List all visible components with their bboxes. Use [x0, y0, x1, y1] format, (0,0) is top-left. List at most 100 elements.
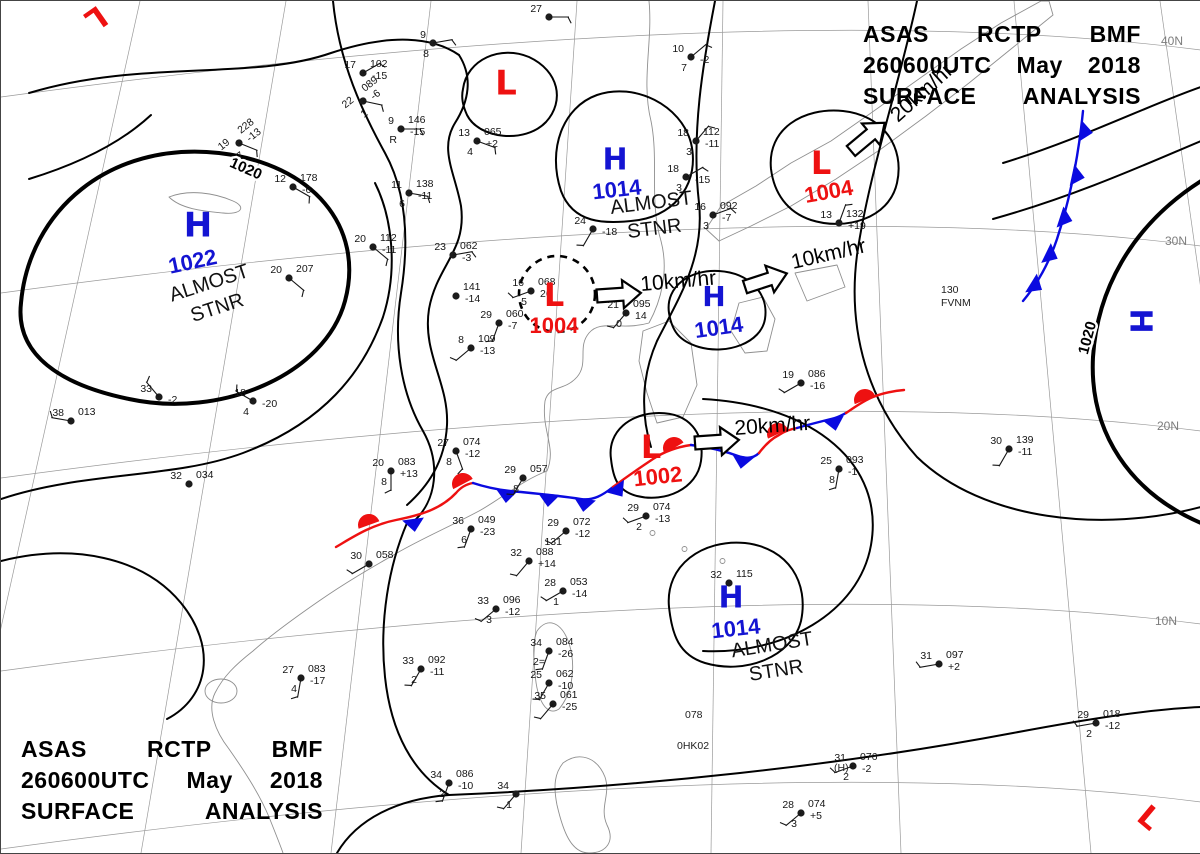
isobar-line [20, 152, 349, 404]
station-pressure-change: 14 [635, 310, 647, 322]
graticule-meridian [1, 1, 140, 853]
wind-barb-feather [845, 204, 852, 205]
station-pressure-change: -16 [810, 380, 825, 392]
map-misc-label: 078 [685, 709, 703, 721]
station-pressure: 092 [720, 200, 738, 212]
station-extra: 8 [381, 476, 387, 488]
station-pressure: 058 [376, 549, 394, 561]
wind-barb-feather [291, 697, 298, 699]
station-pressure: 049 [478, 514, 496, 526]
graticule-meridian [521, 1, 577, 853]
title-word: 2018 [1088, 50, 1141, 81]
almost-stnr-line: STNR [626, 215, 683, 243]
coastline [650, 531, 655, 536]
map-misc-label: FVNM [941, 297, 971, 309]
station-extra: 5 [521, 296, 527, 308]
cold-front-line [1023, 111, 1083, 301]
wind-barb-feather [508, 293, 513, 298]
station-pressure: 096 [503, 594, 521, 606]
station-extra: 2 [1086, 728, 1092, 740]
station-pressure: 060 [506, 308, 524, 320]
station-temperature: 29 [504, 464, 516, 476]
station-temperature: 29 [627, 502, 639, 514]
station-circle [185, 480, 192, 487]
station-extra: 2 [439, 788, 445, 800]
station-extra: 8 [446, 456, 452, 468]
station-pressure: 076 [860, 751, 878, 763]
pressure-center-value: 1014 [693, 311, 746, 343]
wind-barb [839, 204, 846, 223]
station-temperature: 30 [990, 435, 1002, 447]
station-pressure-change: -3 [462, 252, 471, 264]
wind-barb [289, 278, 304, 291]
station-pressure: 207 [296, 263, 314, 275]
wind-barb-feather [568, 17, 571, 23]
station-temperature: 38 [52, 407, 64, 419]
station-temperature: 19 [216, 136, 233, 153]
station-pressure: 061 [560, 689, 578, 701]
station-temperature: 31 [920, 650, 932, 662]
station-pressure: 013 [78, 406, 96, 418]
station-pressure-change: -13 [480, 345, 495, 357]
wind-barb-feather [916, 662, 920, 668]
title-word: SURFACE [863, 81, 976, 112]
movement-arrow [842, 112, 894, 162]
station-extra: 2 [411, 674, 417, 686]
station-pressure: 062 [556, 668, 574, 680]
station-temperature: 30 [350, 550, 362, 562]
wind-barb-feather [780, 822, 786, 825]
wind-barb-feather [254, 150, 261, 157]
station-pressure: 112 [380, 232, 397, 244]
front-marker-shape [537, 493, 560, 508]
station-temperature: 25 [820, 455, 832, 467]
wind-barb-feather [347, 570, 353, 574]
low-center-letter: L [1130, 799, 1167, 838]
station-temperature: 23 [434, 241, 446, 253]
wind-barb [352, 564, 369, 574]
title-word: May [187, 765, 233, 796]
wind-barb-feather [623, 518, 628, 523]
low-center-letter: L [641, 428, 661, 466]
front-marker-shape [448, 469, 473, 489]
graticule-meridian [141, 1, 286, 853]
low-center-letter: L [811, 144, 831, 182]
station-temperature: 32 [710, 569, 722, 581]
station-pressure: 034 [196, 469, 214, 481]
station-pressure-change: +14 [538, 558, 556, 570]
station-temperature: 13 [458, 127, 470, 139]
station-pressure: 146 [408, 114, 426, 126]
station-pressure-change: -20 [262, 398, 277, 410]
station-pressure-change: -15 [695, 174, 710, 186]
station-pressure-change: -14 [572, 588, 587, 600]
station-pressure-change: -11 [705, 138, 720, 150]
graticule-parallel [1, 604, 1200, 671]
station-pressure: 074 [463, 436, 481, 448]
station-pressure: 072 [573, 516, 591, 528]
high-center-letter: H [602, 143, 627, 178]
station-extra: 3 [486, 614, 492, 626]
station-temperature: 18 [677, 127, 689, 139]
station-pressure-change: -12 [1105, 720, 1120, 732]
isobar-line [29, 115, 151, 179]
station-extra: 1 [506, 799, 512, 811]
low-center-letter: L [495, 64, 517, 104]
station-temperature: 34 [497, 780, 509, 792]
station-pressure-change: +13 [400, 468, 418, 480]
station-temperature: 10 [672, 43, 684, 55]
wind-barb-feather [385, 490, 391, 493]
station-extra: 4 [291, 683, 297, 695]
station-temperature: 8 [458, 334, 464, 346]
station-pressure-change: +2 [948, 661, 960, 673]
